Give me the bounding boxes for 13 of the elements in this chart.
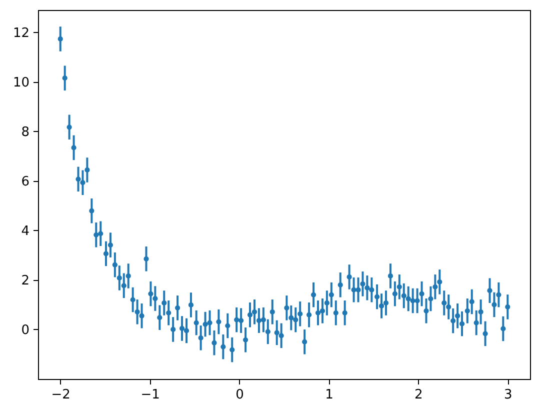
y-tick-label: 4 xyxy=(21,224,30,239)
x-tick-label: −1 xyxy=(140,388,160,402)
x-tick-label: 0 xyxy=(236,388,244,402)
y-tick-label: 6 xyxy=(21,174,30,190)
y-tick-label: 2 xyxy=(21,273,30,288)
y-tick-label: 8 xyxy=(21,124,30,140)
x-tick-label: −2 xyxy=(51,388,70,402)
y-tick-label: 10 xyxy=(12,75,30,90)
x-tick-label: 1 xyxy=(325,388,334,402)
y-tick-label: 0 xyxy=(21,322,30,338)
y-tick-label: 12 xyxy=(12,26,30,41)
x-tick-label: 3 xyxy=(504,388,512,402)
x-tick-label: 2 xyxy=(414,388,423,402)
